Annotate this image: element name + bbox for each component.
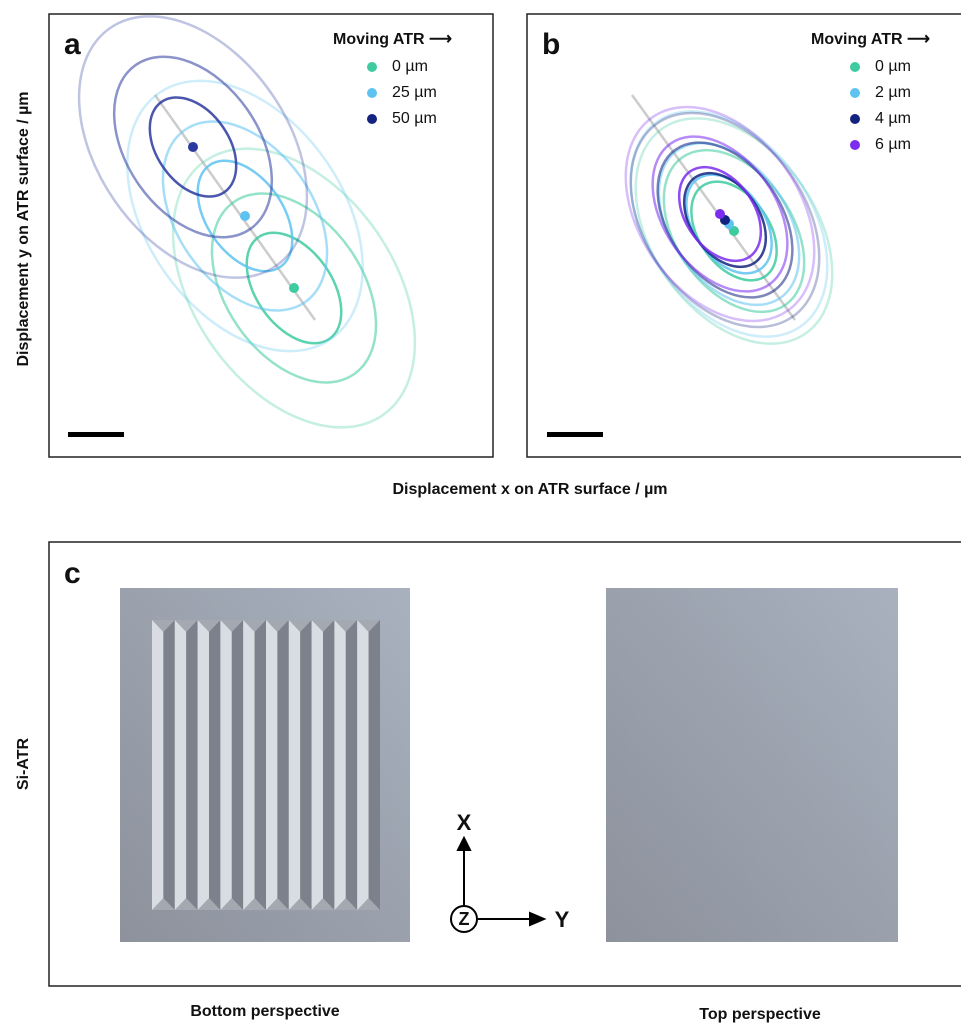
groove-face xyxy=(198,620,209,910)
groove-face xyxy=(255,620,266,910)
centroid xyxy=(240,211,250,221)
axis-label: X xyxy=(457,810,472,835)
groove-face xyxy=(357,620,368,910)
groove-face xyxy=(266,620,277,910)
panel-label: b xyxy=(542,28,560,61)
panel-frame xyxy=(49,14,493,457)
panel-label: a xyxy=(64,28,81,61)
legend-title: Moving ATR ⟶ xyxy=(333,31,452,48)
groove-face xyxy=(220,620,231,910)
arrowhead xyxy=(458,838,470,850)
legend-label: 0 µm xyxy=(875,58,911,75)
legend-label: 4 µm xyxy=(875,110,911,127)
panel-frame xyxy=(527,14,961,457)
groove-face xyxy=(152,620,163,910)
groove-face xyxy=(323,620,334,910)
groove-face xyxy=(175,620,186,910)
centroid xyxy=(715,209,725,219)
legend-marker xyxy=(367,62,377,72)
atr-top-render xyxy=(606,588,898,942)
groove-face xyxy=(186,620,197,910)
scale-bar xyxy=(547,432,603,437)
legend-marker xyxy=(850,62,860,72)
groove-face xyxy=(346,620,357,910)
groove-face xyxy=(243,620,254,910)
caption: Bottom perspective xyxy=(190,1003,339,1020)
figure: a Moving ATR ⟶ 0 µm 25 µm 50 µm b Moving… xyxy=(0,0,961,1025)
row-label: Si-ATR xyxy=(15,737,32,790)
legend-label: 25 µm xyxy=(392,84,437,101)
legend-marker xyxy=(850,88,860,98)
groove-face xyxy=(334,620,345,910)
x-axis-title: Displacement x on ATR surface / µm xyxy=(392,481,667,498)
centroid xyxy=(289,283,299,293)
groove-face xyxy=(277,620,288,910)
legend-label: 50 µm xyxy=(392,110,437,127)
scale-bar xyxy=(68,432,124,437)
legend: 0 µm 25 µm 50 µm xyxy=(367,58,437,127)
y-axis-title: Displacement y on ATR surface / µm xyxy=(15,91,32,366)
axis-label: Z xyxy=(459,909,470,929)
legend-label: 2 µm xyxy=(875,84,911,101)
contour-plot xyxy=(587,71,873,380)
legend-title: Moving ATR ⟶ xyxy=(811,31,930,48)
groove-face xyxy=(369,620,380,910)
grooves xyxy=(152,620,380,910)
panel-label: c xyxy=(64,557,81,590)
caption: Top perspective xyxy=(699,1006,821,1023)
legend-marker xyxy=(367,114,377,124)
legend-marker xyxy=(850,114,860,124)
groove-face xyxy=(312,620,323,910)
legend-label: 0 µm xyxy=(392,58,428,75)
legend-label: 6 µm xyxy=(875,136,911,153)
groove-face xyxy=(289,620,300,910)
groove-face xyxy=(163,620,174,910)
legend-marker xyxy=(850,140,860,150)
groove-face xyxy=(232,620,243,910)
centroid xyxy=(188,142,198,152)
groove-face xyxy=(300,620,311,910)
legend-marker xyxy=(367,88,377,98)
legend: 0 µm 2 µm 4 µm 6 µm xyxy=(850,58,911,153)
axis-label: Y xyxy=(555,907,570,932)
groove-face xyxy=(209,620,220,910)
arrowhead xyxy=(530,913,544,925)
